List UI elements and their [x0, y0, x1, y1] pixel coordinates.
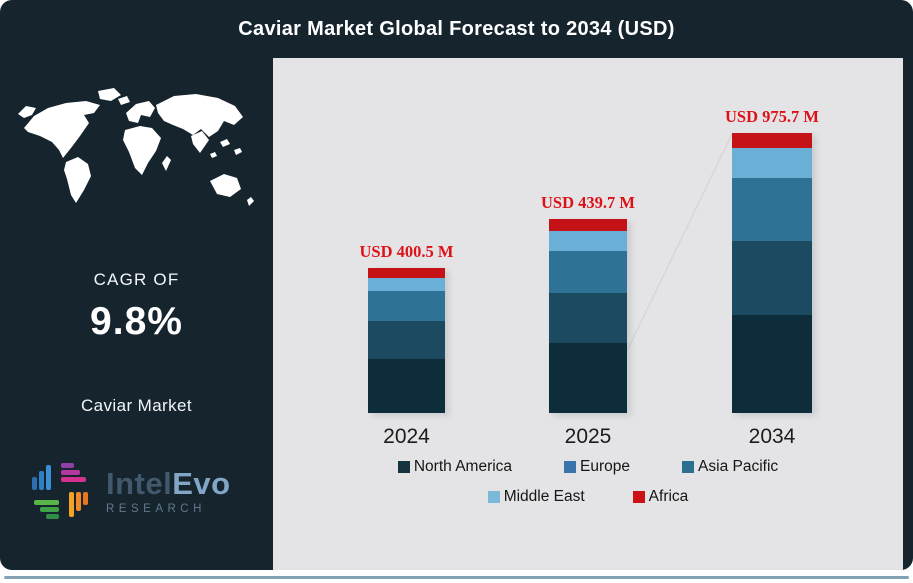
chart-panel: USD 400.5 M 2024 USD 439.7 M 2025 USD 975.7 …	[273, 58, 903, 570]
legend-item-europe: Europe	[564, 458, 630, 476]
bar-segment-asia-pacific	[368, 291, 445, 322]
x-axis-label: 2024	[383, 425, 430, 448]
legend-row: Middle East Africa	[273, 488, 903, 506]
bar-segment-asia-pacific	[549, 250, 627, 293]
bar-value-label: USD 400.5 M	[359, 242, 454, 261]
bar-segment-europe	[732, 240, 812, 315]
legend-swatch-middle-east	[487, 491, 500, 503]
infographic-card: Caviar Market Global Forecast to 2034 (U…	[0, 0, 913, 570]
legend-label: Middle East	[503, 488, 585, 505]
legend-item-africa: Africa	[632, 488, 689, 506]
legend-label: Europe	[580, 458, 631, 475]
legend-item-asia-pacific: Asia Pacific	[682, 458, 778, 476]
legend-label: North America	[413, 458, 513, 475]
bar-segment-middle-east	[732, 147, 812, 179]
sidebar: CAGR OF 9.8% Caviar Market	[0, 0, 273, 570]
legend-swatch-europe	[564, 461, 577, 473]
legend-label: Asia Pacific	[698, 458, 779, 475]
page-title: Caviar Market Global Forecast to 2034 (U…	[238, 17, 675, 40]
bar-segment-africa	[732, 133, 812, 148]
legend-swatch-africa	[632, 491, 645, 503]
bar-value-label: USD 975.7 M	[725, 107, 819, 126]
x-axis-label: 2025	[564, 425, 612, 448]
title-bar: Caviar Market Global Forecast to 2034 (U…	[0, 0, 913, 58]
bar-segment-north-america	[549, 342, 627, 413]
brand-text: IntelEvo RESEARCH	[106, 467, 231, 516]
bar-segment-asia-pacific	[732, 178, 812, 241]
brand-name: IntelEvo	[106, 467, 231, 501]
bar-segment-africa	[549, 219, 627, 231]
bottom-accent-line	[4, 576, 909, 579]
bar-value-label: USD 439.7 M	[541, 193, 635, 212]
legend-swatch-north-america	[397, 461, 410, 473]
bar-segment-north-america	[368, 359, 445, 414]
bar-segment-africa	[368, 268, 445, 279]
plot-area: USD 400.5 M 2024 USD 439.7 M 2025 USD 975.7 …	[273, 58, 903, 570]
bar-2024	[368, 268, 445, 414]
brand-subtitle: RESEARCH	[106, 503, 206, 515]
bar-segment-europe	[368, 321, 445, 360]
x-axis-label: 2034	[748, 425, 796, 448]
logo-mark-icon	[32, 463, 88, 519]
brand-name-intel: Intel	[106, 466, 173, 501]
bar-segment-middle-east	[549, 230, 627, 251]
market-label: Caviar Market	[80, 396, 192, 415]
cagr-label: CAGR OF	[93, 270, 180, 289]
legend-item-north-america: North America	[397, 458, 513, 476]
legend-item-middle-east: Middle East	[487, 488, 585, 506]
legend-swatch-asia-pacific	[682, 461, 695, 473]
bar-2025	[549, 219, 627, 413]
world-map-icon	[18, 88, 254, 206]
legend-label: Africa	[648, 488, 689, 505]
bar-segment-middle-east	[368, 278, 445, 292]
bar-segment-europe	[549, 292, 627, 343]
legend-row: North America Europe Asia Pacific	[273, 458, 903, 476]
bar-segment-north-america	[732, 314, 812, 414]
growth-connector-line	[612, 133, 733, 381]
brand-logo: IntelEvo RESEARCH	[24, 455, 231, 527]
brand-name-evo: Evo	[172, 466, 231, 501]
bar-2034	[732, 133, 812, 414]
cagr-value: 9.8%	[90, 300, 183, 343]
